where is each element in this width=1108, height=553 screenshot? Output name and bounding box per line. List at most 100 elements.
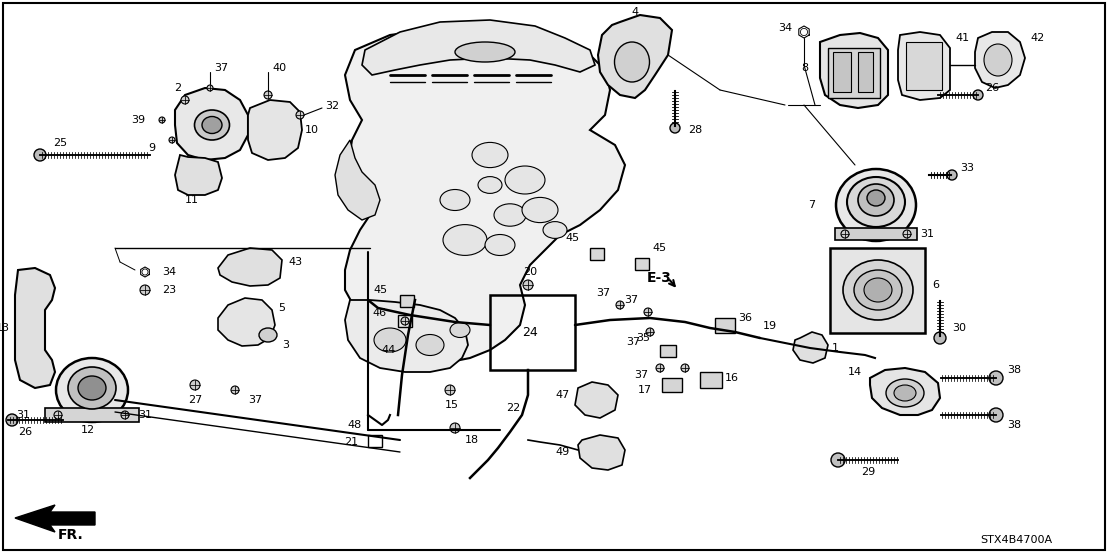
Ellipse shape [485, 234, 515, 255]
Circle shape [34, 149, 47, 161]
Text: 19: 19 [763, 321, 777, 331]
Text: 21: 21 [343, 437, 358, 447]
Text: 10: 10 [305, 125, 319, 135]
Bar [715, 318, 735, 333]
Bar [400, 295, 414, 307]
Circle shape [450, 423, 460, 433]
Text: 23: 23 [162, 285, 176, 295]
Polygon shape [598, 15, 671, 98]
Circle shape [189, 380, 201, 390]
Text: 29: 29 [861, 467, 875, 477]
Text: 37: 37 [248, 395, 263, 405]
Text: 26: 26 [985, 83, 999, 93]
Circle shape [296, 111, 304, 119]
Ellipse shape [847, 177, 905, 227]
Ellipse shape [68, 367, 116, 409]
Text: 34: 34 [778, 23, 792, 33]
Circle shape [54, 411, 62, 419]
Text: 8: 8 [801, 63, 808, 73]
Text: 37: 37 [214, 63, 228, 73]
Bar [700, 372, 722, 388]
Bar [661, 378, 683, 392]
Bar [835, 228, 917, 240]
Ellipse shape [984, 44, 1012, 76]
Polygon shape [345, 28, 625, 362]
Ellipse shape [450, 322, 470, 337]
Polygon shape [793, 332, 828, 363]
Circle shape [947, 170, 957, 180]
Text: 37: 37 [624, 295, 638, 305]
Ellipse shape [440, 190, 470, 211]
Circle shape [6, 414, 18, 426]
Text: 20: 20 [523, 267, 537, 277]
Text: 36: 36 [738, 313, 752, 323]
Text: 46: 46 [373, 308, 387, 318]
Text: 15: 15 [445, 400, 459, 410]
Circle shape [523, 280, 533, 290]
Polygon shape [575, 382, 618, 418]
Bar [833, 52, 851, 92]
Text: 11: 11 [185, 195, 199, 205]
Ellipse shape [615, 42, 649, 82]
Circle shape [401, 317, 409, 325]
Text: 16: 16 [725, 373, 739, 383]
Text: 14: 14 [848, 367, 862, 377]
Text: STX4B4700A: STX4B4700A [979, 535, 1053, 545]
Polygon shape [975, 32, 1025, 88]
Ellipse shape [472, 143, 507, 168]
Text: 37: 37 [596, 288, 611, 298]
Text: 1: 1 [832, 343, 839, 353]
Circle shape [989, 408, 1003, 422]
Text: 42: 42 [1030, 33, 1044, 43]
Circle shape [181, 96, 189, 104]
Ellipse shape [57, 358, 129, 422]
Text: 38: 38 [1007, 420, 1022, 430]
Ellipse shape [543, 222, 567, 238]
Text: 25: 25 [53, 138, 68, 148]
Bar [635, 258, 649, 270]
Circle shape [264, 91, 271, 99]
Text: 18: 18 [465, 435, 479, 445]
Ellipse shape [259, 328, 277, 342]
Circle shape [644, 308, 652, 316]
Text: 39: 39 [131, 115, 145, 125]
Text: 45: 45 [652, 243, 666, 253]
Ellipse shape [478, 176, 502, 194]
Circle shape [207, 85, 213, 91]
Polygon shape [248, 100, 302, 160]
Text: 2: 2 [174, 83, 182, 93]
Text: 37: 37 [626, 337, 640, 347]
Circle shape [841, 230, 849, 238]
Polygon shape [335, 140, 380, 220]
Text: 4: 4 [632, 7, 638, 17]
Text: 34: 34 [162, 267, 176, 277]
Text: 6: 6 [932, 280, 938, 290]
Text: E-3: E-3 [647, 271, 671, 285]
Ellipse shape [894, 385, 916, 401]
Text: 47: 47 [556, 390, 570, 400]
Text: 30: 30 [952, 323, 966, 333]
Text: 48: 48 [348, 420, 362, 430]
Polygon shape [175, 88, 248, 160]
Bar [906, 42, 942, 90]
Circle shape [670, 123, 680, 133]
Circle shape [445, 385, 455, 395]
Circle shape [656, 364, 664, 372]
Ellipse shape [858, 184, 894, 216]
Text: 43: 43 [288, 257, 302, 267]
Bar [398, 315, 412, 327]
Polygon shape [362, 20, 595, 75]
Ellipse shape [866, 190, 885, 206]
Text: 44: 44 [382, 345, 396, 355]
Ellipse shape [505, 166, 545, 194]
Circle shape [160, 117, 165, 123]
Text: 28: 28 [688, 125, 702, 135]
Circle shape [230, 386, 239, 394]
Polygon shape [870, 368, 940, 415]
Ellipse shape [837, 169, 916, 241]
Polygon shape [218, 298, 275, 346]
Circle shape [170, 137, 175, 143]
Ellipse shape [854, 270, 902, 310]
Ellipse shape [78, 376, 106, 400]
Text: 9: 9 [147, 143, 155, 153]
